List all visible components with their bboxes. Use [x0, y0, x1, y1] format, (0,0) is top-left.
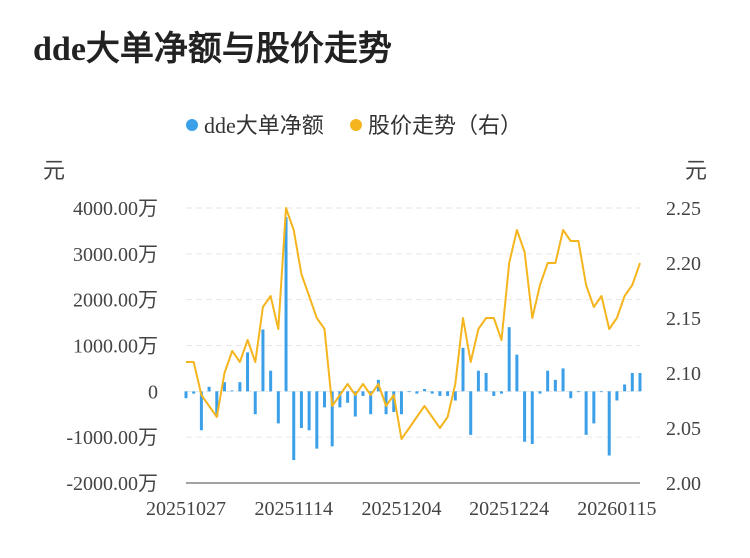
bar — [369, 391, 373, 415]
bar — [192, 391, 196, 394]
bar — [292, 391, 296, 461]
bar — [230, 390, 234, 392]
bar — [623, 384, 627, 392]
bar — [438, 391, 442, 396]
x-tick-label: 20260115 — [577, 498, 656, 520]
bar — [592, 391, 596, 424]
bar — [315, 391, 319, 449]
price-line — [186, 207, 641, 440]
bar — [446, 391, 450, 396]
bar — [461, 347, 465, 392]
bar — [353, 391, 357, 417]
right-tick-label: 2.25 — [666, 198, 701, 220]
left-tick-label: -1000.00万 — [66, 427, 158, 449]
bar — [576, 391, 580, 393]
bar — [615, 391, 619, 401]
bar — [553, 379, 557, 392]
bar — [276, 391, 280, 424]
left-tick-label: 0 — [148, 381, 158, 403]
page-title: dde大单净额与股价走势 — [33, 31, 392, 68]
legend-item[interactable]: dde大单净额 — [186, 113, 324, 138]
right-tick-label: 2.05 — [666, 418, 701, 440]
bar — [515, 354, 519, 392]
right-tick-label: 2.20 — [666, 253, 701, 275]
bar — [346, 391, 350, 403]
legend-label: 股价走势（右） — [368, 113, 522, 138]
bar — [492, 391, 496, 396]
right-tick-label: 2.00 — [666, 473, 701, 495]
bar — [561, 368, 565, 392]
x-tick-label: 20251204 — [361, 498, 441, 520]
legend[interactable]: dde大单净额 股价走势（右） — [186, 113, 522, 138]
bar — [415, 391, 419, 394]
bar — [261, 329, 265, 392]
bar — [246, 352, 250, 392]
bar — [453, 391, 457, 401]
bar — [523, 391, 527, 442]
bar — [238, 382, 242, 392]
bar — [584, 391, 588, 435]
right-tick-label: 2.10 — [666, 363, 701, 385]
legend-marker-icon — [186, 119, 198, 131]
bar — [546, 370, 550, 392]
legend-label: dde大单净额 — [204, 113, 324, 138]
bar — [607, 391, 611, 456]
bar — [222, 382, 226, 392]
bar — [330, 391, 334, 447]
bar — [338, 391, 342, 408]
bar — [499, 391, 503, 394]
axes: 4000.00万 3000.00万 2000.00万 1000.00万 0 -1000.0… — [43, 158, 707, 520]
bar — [284, 217, 288, 392]
bar — [323, 391, 327, 408]
left-tick-label: 4000.00万 — [73, 198, 158, 220]
right-tick-label: 2.15 — [666, 308, 701, 330]
bar — [630, 373, 634, 392]
bar — [392, 391, 396, 412]
bar — [307, 391, 311, 431]
x-tick-label: 20251114 — [254, 498, 333, 520]
x-tick-label: 20251224 — [469, 498, 549, 520]
bar — [215, 391, 219, 417]
left-tick-label: 1000.00万 — [73, 336, 158, 358]
bar — [530, 391, 534, 445]
right-axis-unit: 元 — [685, 158, 707, 183]
bar — [600, 391, 604, 393]
bar — [299, 391, 303, 428]
bar — [407, 391, 411, 393]
left-axis-unit: 元 — [43, 158, 65, 183]
left-tick-label: 2000.00万 — [73, 290, 158, 312]
bar — [207, 386, 211, 392]
bar — [269, 370, 273, 392]
bar — [184, 391, 188, 399]
bar — [199, 391, 203, 431]
line-series — [186, 207, 641, 440]
x-tick-label: 20251027 — [146, 498, 226, 520]
legend-item[interactable]: 股价走势（右） — [350, 113, 522, 138]
bar — [430, 391, 434, 394]
bar — [569, 391, 573, 399]
bar — [253, 391, 257, 415]
left-tick-label: -2000.00万 — [66, 473, 158, 495]
bar — [423, 389, 427, 392]
bar — [484, 373, 488, 392]
bar — [384, 391, 388, 415]
bar-series — [184, 217, 642, 461]
bar — [399, 391, 403, 415]
bar — [469, 391, 473, 435]
bar — [361, 391, 365, 396]
bar — [638, 373, 642, 392]
left-tick-label: 3000.00万 — [73, 244, 158, 266]
bar — [507, 327, 511, 392]
legend-marker-icon — [350, 119, 362, 131]
bar — [476, 370, 480, 392]
bar — [538, 391, 542, 394]
